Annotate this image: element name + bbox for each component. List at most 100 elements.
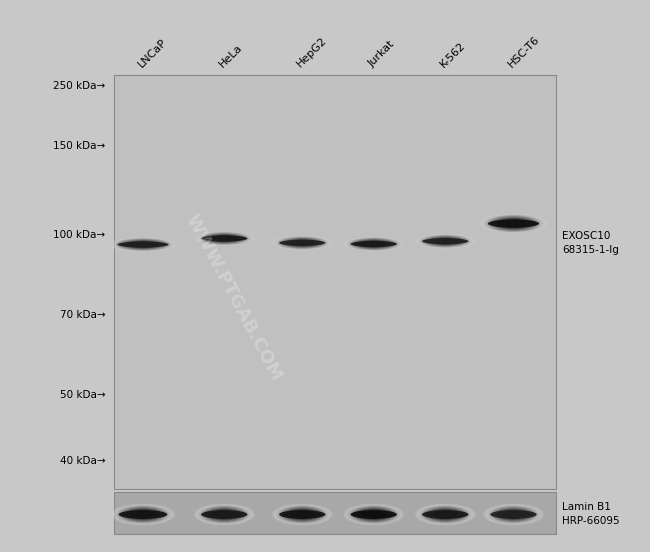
Ellipse shape [493, 507, 534, 522]
Ellipse shape [126, 241, 160, 248]
Ellipse shape [345, 237, 402, 251]
Ellipse shape [343, 503, 404, 526]
Ellipse shape [122, 240, 164, 249]
Ellipse shape [276, 505, 329, 524]
Ellipse shape [346, 505, 401, 524]
Ellipse shape [272, 503, 332, 526]
Ellipse shape [419, 505, 471, 524]
Ellipse shape [119, 506, 167, 523]
Ellipse shape [214, 511, 235, 518]
Ellipse shape [280, 237, 325, 248]
Ellipse shape [210, 235, 239, 242]
Ellipse shape [502, 220, 525, 227]
Ellipse shape [350, 241, 397, 247]
Ellipse shape [127, 509, 159, 520]
Ellipse shape [209, 509, 240, 520]
Ellipse shape [121, 240, 165, 250]
Ellipse shape [355, 508, 393, 521]
Ellipse shape [211, 235, 238, 242]
Ellipse shape [202, 506, 247, 523]
Ellipse shape [422, 238, 469, 245]
Ellipse shape [133, 511, 153, 518]
Ellipse shape [428, 237, 462, 246]
Ellipse shape [503, 511, 524, 518]
Ellipse shape [286, 508, 318, 521]
Ellipse shape [122, 240, 164, 250]
Ellipse shape [358, 508, 390, 521]
Ellipse shape [429, 508, 461, 521]
Ellipse shape [417, 234, 473, 248]
Ellipse shape [433, 510, 458, 519]
Ellipse shape [484, 503, 543, 526]
Ellipse shape [486, 215, 541, 232]
Ellipse shape [292, 511, 312, 518]
Ellipse shape [198, 505, 251, 524]
Ellipse shape [117, 238, 169, 251]
Ellipse shape [214, 236, 235, 241]
Ellipse shape [484, 215, 543, 232]
Ellipse shape [355, 240, 393, 248]
Ellipse shape [348, 238, 399, 250]
Ellipse shape [275, 505, 330, 524]
Ellipse shape [112, 237, 174, 252]
Ellipse shape [281, 507, 323, 522]
Ellipse shape [501, 220, 526, 227]
Ellipse shape [358, 240, 389, 248]
Ellipse shape [209, 235, 240, 242]
Ellipse shape [349, 238, 398, 250]
Ellipse shape [347, 237, 400, 251]
Ellipse shape [280, 507, 324, 522]
Ellipse shape [114, 238, 172, 251]
Ellipse shape [279, 237, 326, 249]
Ellipse shape [124, 240, 162, 249]
Ellipse shape [113, 504, 173, 525]
Ellipse shape [351, 238, 396, 250]
Ellipse shape [354, 239, 393, 249]
Ellipse shape [282, 238, 322, 248]
Ellipse shape [349, 506, 398, 523]
Ellipse shape [416, 234, 474, 248]
Ellipse shape [352, 238, 396, 250]
Ellipse shape [198, 505, 250, 524]
Ellipse shape [119, 239, 167, 250]
Ellipse shape [201, 506, 248, 523]
Ellipse shape [205, 508, 243, 521]
Ellipse shape [499, 509, 528, 519]
Ellipse shape [196, 504, 253, 525]
Ellipse shape [493, 217, 534, 230]
Ellipse shape [289, 240, 315, 246]
Ellipse shape [425, 507, 465, 522]
Ellipse shape [345, 504, 402, 525]
Ellipse shape [213, 236, 236, 241]
Ellipse shape [485, 504, 542, 525]
Ellipse shape [118, 239, 168, 250]
Ellipse shape [279, 240, 326, 246]
Ellipse shape [492, 507, 535, 522]
Ellipse shape [208, 508, 240, 521]
Ellipse shape [124, 508, 162, 521]
Ellipse shape [278, 237, 327, 249]
Ellipse shape [360, 509, 387, 519]
Ellipse shape [354, 507, 393, 522]
Ellipse shape [352, 238, 395, 250]
Ellipse shape [203, 507, 245, 522]
Ellipse shape [494, 217, 533, 230]
Ellipse shape [433, 238, 458, 245]
Ellipse shape [289, 240, 316, 246]
Ellipse shape [280, 237, 324, 248]
Ellipse shape [422, 510, 469, 519]
Ellipse shape [211, 509, 238, 519]
Ellipse shape [362, 241, 385, 247]
Ellipse shape [199, 506, 250, 523]
Ellipse shape [203, 507, 246, 522]
Ellipse shape [205, 507, 244, 522]
Ellipse shape [344, 504, 403, 525]
Ellipse shape [359, 509, 388, 519]
Ellipse shape [214, 511, 234, 518]
Ellipse shape [208, 235, 240, 242]
Ellipse shape [274, 236, 331, 250]
Ellipse shape [128, 509, 158, 519]
Ellipse shape [435, 238, 456, 244]
Ellipse shape [289, 510, 315, 519]
Ellipse shape [273, 236, 332, 250]
